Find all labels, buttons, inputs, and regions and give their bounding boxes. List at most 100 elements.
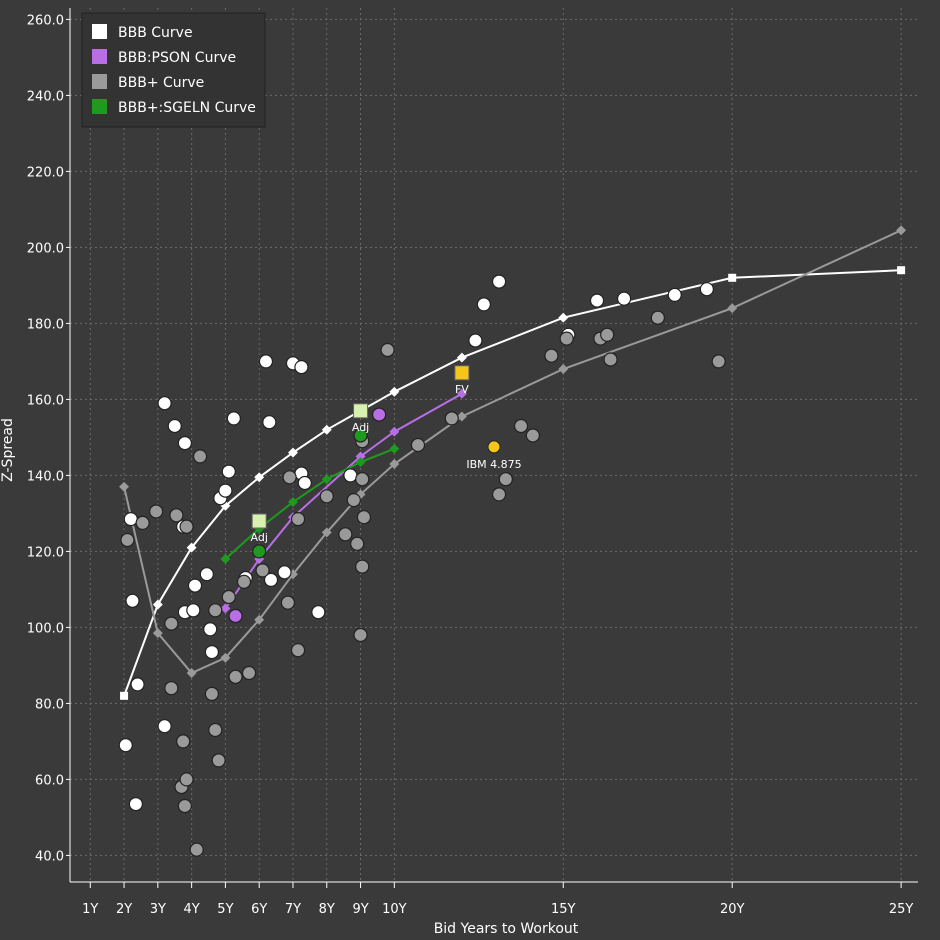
bbb-bond-point xyxy=(128,796,143,812)
bbb-bond-point xyxy=(667,287,682,302)
curve-node xyxy=(186,668,197,678)
bbb-bond-point xyxy=(177,436,192,451)
bbb-bond-point xyxy=(218,483,233,498)
bbb-plus-bond-point xyxy=(280,595,296,610)
bbb-bond-point xyxy=(277,565,292,580)
curves xyxy=(119,225,907,700)
bbb-plus-bond-point xyxy=(355,559,370,574)
bbb-plus-bond-point xyxy=(444,411,459,426)
bbb-bond-point xyxy=(476,297,491,312)
y-tick-label: 220.0 xyxy=(27,165,64,180)
x-tick-label: 8Y xyxy=(319,902,335,917)
y-tick-label: 60.0 xyxy=(35,773,64,788)
bbb-plus-bond-point xyxy=(120,532,135,548)
bbb-plus-bond-point xyxy=(176,734,191,749)
ibm-bond-label: IBM 4.875 xyxy=(466,458,521,471)
ibm-bond-point xyxy=(487,440,501,454)
x-tick-label: 9Y xyxy=(352,902,368,917)
y-tick-label: 160.0 xyxy=(27,393,64,408)
bbb-plus-bond-point xyxy=(650,310,665,325)
curve-node xyxy=(896,225,907,236)
curve-node xyxy=(558,364,569,374)
legend-swatch xyxy=(92,24,107,39)
legend: BBB Curve BBB:PSON Curve BBB+ Curve BBB+:SG… xyxy=(81,12,266,128)
bbb-plus-bond-point xyxy=(711,354,726,369)
legend-swatch xyxy=(92,74,107,89)
bbb-plus-bond-point xyxy=(255,563,270,578)
axes: 40.0 60.0 80.0 100.0 120.0 140.0 160.0 180.0 200… xyxy=(27,8,918,917)
bbb-bond-point xyxy=(157,396,172,411)
bbb-bond-point xyxy=(123,511,138,527)
curve-node xyxy=(321,424,332,435)
x-tick-label: 10Y xyxy=(382,902,407,917)
curve-node xyxy=(389,459,400,469)
bbb-plus-bond-point xyxy=(346,493,361,508)
bbb-bond-point xyxy=(262,415,277,430)
curve-node xyxy=(254,614,265,625)
curve-node xyxy=(152,628,163,639)
bbb-bond-point xyxy=(311,605,326,620)
bbb-plus-bond-point xyxy=(236,574,252,589)
x-tick-label: 2Y xyxy=(116,902,132,917)
bbb-plus-bond-point xyxy=(350,536,365,551)
curve-node xyxy=(321,474,332,485)
y-tick-label: 240.0 xyxy=(27,89,64,104)
square-marker xyxy=(454,365,470,381)
bbb-plus-bond-point xyxy=(525,428,540,443)
y-tick-label: 40.0 xyxy=(35,849,64,864)
bbb-plus-bond-point xyxy=(208,722,223,738)
bbb-plus-bond-point xyxy=(544,348,559,363)
curve-node xyxy=(355,451,366,462)
legend-label: BBB:PSON Curve xyxy=(118,50,236,66)
curve-node xyxy=(727,303,738,314)
bbb-bond-point xyxy=(699,282,714,297)
bbb-plus-bond-point xyxy=(282,470,297,485)
bbb-plus-bond-point xyxy=(410,437,426,453)
bbb-bond-point xyxy=(297,475,312,491)
legend-box xyxy=(81,12,266,128)
curve-line-3 xyxy=(224,447,395,560)
bbb-plus-bond-point xyxy=(353,627,368,643)
x-tick-label: 15Y xyxy=(551,902,576,917)
bbb-plus-bond-point xyxy=(228,669,243,684)
bbb-plus-bond-point xyxy=(204,686,219,702)
y-axis-title: Z-Spread xyxy=(0,418,16,482)
bbb-bond-point xyxy=(616,291,632,306)
bbb-bond-point xyxy=(130,677,145,692)
bbb-bond-point xyxy=(157,719,172,734)
x-tick-label: 25Y xyxy=(889,902,914,917)
bbb-plus-bond-point xyxy=(513,418,529,434)
bbb-plus-bond-point xyxy=(380,342,395,358)
curve-node xyxy=(220,554,231,564)
curve-node xyxy=(321,527,332,538)
curve-node xyxy=(152,599,163,610)
bbb-plus-bond-point xyxy=(600,327,615,342)
curve-node xyxy=(389,426,400,437)
curve-line-1 xyxy=(224,392,463,609)
curve-node xyxy=(728,273,737,282)
bbb-bond-point xyxy=(167,418,182,434)
curve-node xyxy=(186,542,197,553)
curve-node xyxy=(288,447,298,458)
curve-node xyxy=(355,457,366,468)
bbb-bond-point xyxy=(203,622,218,637)
curve-node xyxy=(456,352,467,363)
pson-bond-point xyxy=(228,608,243,624)
bbb-plus-bond-point xyxy=(192,449,208,464)
y-tick-label: 120.0 xyxy=(27,545,64,560)
square-marker-label: FV xyxy=(455,383,469,396)
square-marker-label: Adj xyxy=(352,421,369,434)
y-tick-label: 80.0 xyxy=(35,697,64,712)
bbb-plus-bond-point xyxy=(177,798,192,814)
curve-node xyxy=(220,652,231,663)
bbb-plus-bond-point xyxy=(179,772,194,787)
bbb-plus-bond-point xyxy=(169,508,184,523)
curve-node xyxy=(389,386,400,397)
bbb-bond-point xyxy=(187,578,203,593)
bbb-plus-bond-point xyxy=(319,489,334,504)
curve-node xyxy=(456,388,467,399)
bbb-plus-bond-point xyxy=(559,331,574,346)
y-tick-label: 140.0 xyxy=(27,469,64,484)
